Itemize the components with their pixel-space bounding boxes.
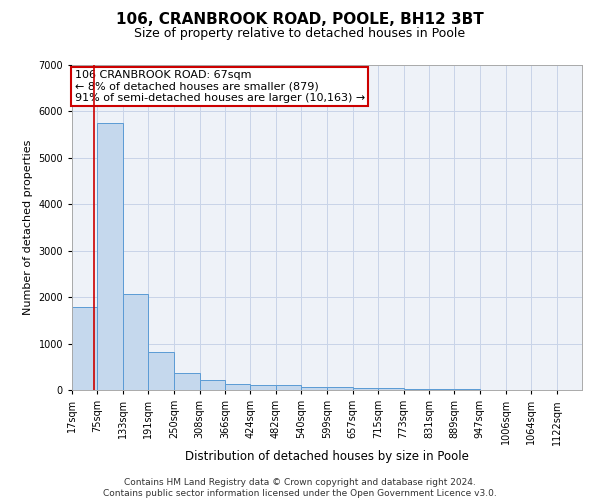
- Bar: [225, 384, 250, 390]
- Bar: [148, 352, 174, 390]
- X-axis label: Distribution of detached houses by size in Poole: Distribution of detached houses by size …: [185, 450, 469, 463]
- Text: Contains HM Land Registry data © Crown copyright and database right 2024.
Contai: Contains HM Land Registry data © Crown c…: [103, 478, 497, 498]
- Bar: [276, 386, 301, 390]
- Text: Size of property relative to detached houses in Poole: Size of property relative to detached ho…: [134, 28, 466, 40]
- Bar: [301, 387, 327, 390]
- Bar: [174, 374, 200, 390]
- Bar: [429, 389, 454, 390]
- Bar: [404, 388, 429, 390]
- Bar: [327, 387, 353, 390]
- Text: 106 CRANBROOK ROAD: 67sqm
← 8% of detached houses are smaller (879)
91% of semi-: 106 CRANBROOK ROAD: 67sqm ← 8% of detach…: [74, 70, 365, 103]
- Bar: [250, 386, 276, 390]
- Bar: [72, 308, 97, 390]
- Bar: [378, 388, 404, 390]
- Bar: [200, 380, 225, 390]
- Text: 106, CRANBROOK ROAD, POOLE, BH12 3BT: 106, CRANBROOK ROAD, POOLE, BH12 3BT: [116, 12, 484, 28]
- Bar: [123, 294, 148, 390]
- Bar: [353, 388, 378, 390]
- Bar: [97, 122, 123, 390]
- Y-axis label: Number of detached properties: Number of detached properties: [23, 140, 33, 315]
